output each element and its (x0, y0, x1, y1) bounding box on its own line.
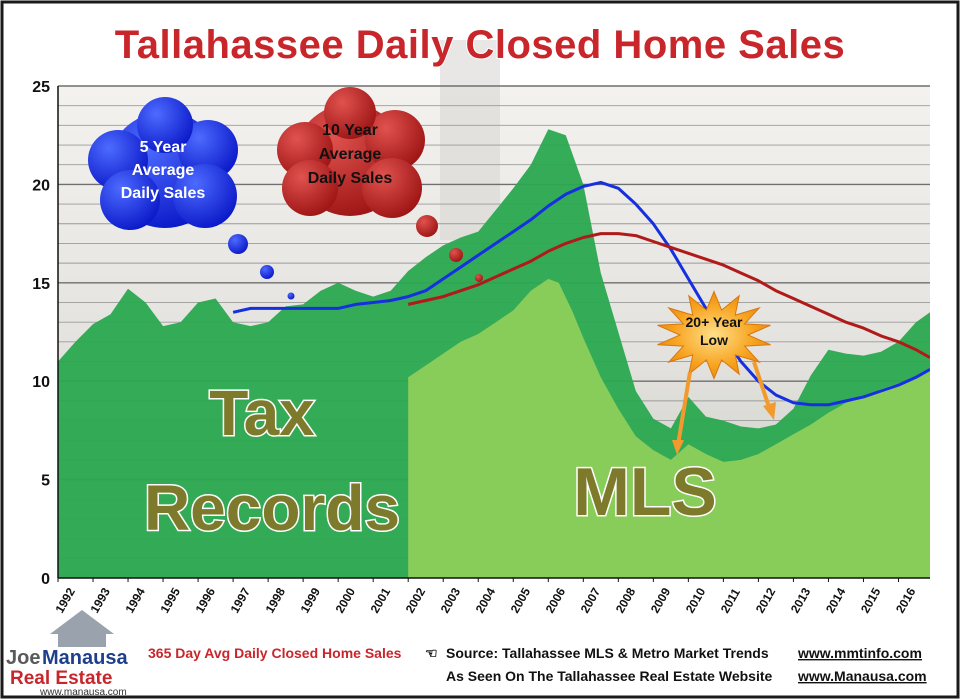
logo-house-icon (50, 610, 114, 634)
five-year-label-3: Daily Sales (121, 185, 206, 202)
ten-year-average-line (407, 232, 930, 359)
y-tick-label: 0 (41, 571, 50, 588)
tax-records-label-1: Tax (209, 377, 315, 449)
five-year-average-line (232, 180, 930, 407)
y-tick-label: 15 (32, 276, 50, 293)
mls-label: MLS (573, 454, 717, 530)
five-year-dot-medium (260, 265, 274, 279)
y-tick-label: 5 (41, 473, 50, 490)
ten-year-label-1: 10 Year (322, 122, 378, 139)
joe-manausa-logo: Joe Manausa Real Estate www.manausa.com (6, 610, 128, 698)
burst-label-1: 20+ Year (686, 314, 744, 330)
y-tick-label: 25 (32, 79, 50, 96)
series-caption: 365 Day Avg Daily Closed Home Sales (148, 645, 402, 661)
background-tower (440, 40, 500, 240)
low-arrow-left-head (672, 440, 684, 455)
five-year-label-2: Average (132, 162, 195, 179)
logo-real-estate-text: Real Estate (10, 668, 112, 689)
hand-icon: ☜ (425, 645, 438, 661)
low-arrow-left (676, 371, 692, 446)
ten-year-dot-medium (449, 248, 463, 262)
burst-label-2: Low (700, 332, 728, 348)
ten-year-dot-large (416, 215, 438, 237)
twenty-year-low-callout: 20+ Year Low (657, 290, 776, 455)
footer: 365 Day Avg Daily Closed Home Sales ☜ So… (148, 645, 927, 684)
area-series-group (58, 129, 930, 578)
burst-shape (657, 290, 771, 380)
low-arrow-right-head (763, 402, 776, 420)
seen-on-text: As Seen On The Tallahassee Real Estate W… (446, 668, 772, 684)
logo-house-body (58, 633, 106, 647)
logo-url-text: www.manausa.com (39, 687, 127, 698)
seen-on-link[interactable]: www.Manausa.com (797, 668, 927, 684)
ten-year-bubble: 10 Year Average Daily Sales (277, 87, 425, 218)
tax-records-label-2: Records (144, 472, 400, 544)
logo-joe-text: Joe (6, 647, 40, 669)
chart-title: Tallahassee Daily Closed Home Sales (115, 23, 845, 67)
y-tick-label: 20 (32, 177, 50, 194)
five-year-dot-large (228, 234, 248, 254)
logo-manausa-text: Manausa (42, 647, 128, 669)
five-year-dot-small (287, 292, 295, 300)
ten-year-label-3: Daily Sales (308, 170, 393, 187)
ten-year-dot-small (475, 274, 483, 282)
five-year-label-1: 5 Year (140, 139, 187, 156)
line-series-group (232, 180, 930, 407)
mls-area (408, 278, 930, 578)
y-tick-labels: 0 5 10 15 20 25 (32, 79, 50, 588)
ten-year-label-2: Average (319, 146, 382, 163)
source-text: Source: Tallahassee MLS & Metro Market T… (446, 645, 769, 661)
five-year-bubble: 5 Year Average Daily Sales (88, 97, 238, 230)
y-tick-label: 10 (32, 374, 50, 391)
low-arrow-right (752, 361, 772, 411)
source-link[interactable]: www.mmtinfo.com (797, 645, 922, 661)
